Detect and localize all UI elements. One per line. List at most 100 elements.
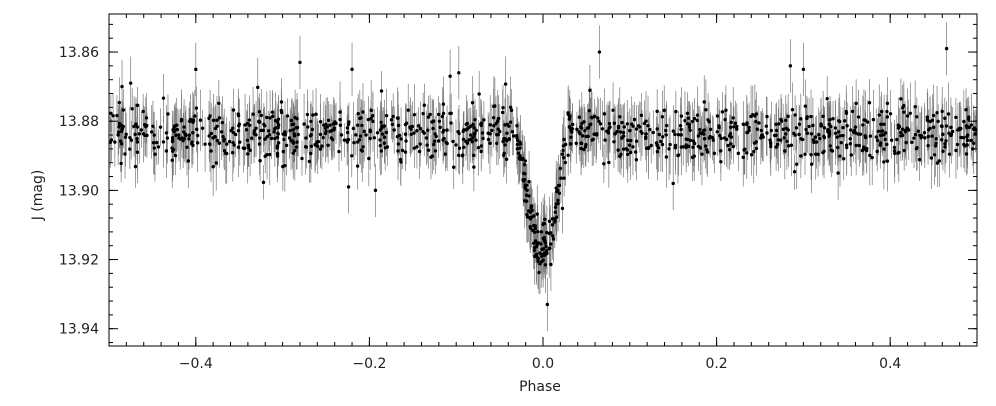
data-point xyxy=(856,115,861,119)
data-point xyxy=(783,149,787,153)
data-point xyxy=(430,154,435,158)
data-point xyxy=(549,242,553,246)
data-point xyxy=(789,143,794,147)
data-point xyxy=(426,115,431,119)
data-point xyxy=(123,135,128,139)
data-point xyxy=(678,124,683,128)
data-point xyxy=(347,120,351,124)
data-point xyxy=(391,114,395,119)
data-point xyxy=(224,151,228,156)
data-point xyxy=(728,125,733,129)
data-point xyxy=(426,128,430,132)
data-point xyxy=(424,136,429,140)
data-point xyxy=(361,110,365,114)
data-point xyxy=(768,141,773,145)
data-point xyxy=(836,145,840,150)
data-point xyxy=(346,185,351,189)
data-point xyxy=(396,123,401,128)
data-point xyxy=(955,142,960,147)
data-point xyxy=(892,145,897,150)
data-point xyxy=(769,144,773,149)
data-point xyxy=(109,111,113,115)
data-point xyxy=(801,67,806,72)
data-point xyxy=(943,116,947,120)
data-point xyxy=(111,114,115,118)
data-point xyxy=(128,147,132,151)
data-point xyxy=(275,151,280,156)
data-point xyxy=(966,117,971,121)
data-point xyxy=(896,126,901,130)
data-point xyxy=(250,136,254,140)
data-point xyxy=(426,148,431,152)
data-point xyxy=(495,133,499,137)
data-point xyxy=(692,116,697,121)
data-point xyxy=(194,67,198,72)
data-point xyxy=(306,125,310,129)
data-point xyxy=(384,113,389,118)
data-point xyxy=(418,126,423,131)
data-point xyxy=(944,46,949,51)
data-point xyxy=(947,152,952,156)
data-point xyxy=(372,136,377,140)
error-bars xyxy=(109,21,977,332)
data-point xyxy=(620,136,624,140)
data-point xyxy=(247,118,251,122)
data-point xyxy=(793,113,797,117)
data-point xyxy=(940,109,944,114)
data-point xyxy=(825,96,829,101)
data-point xyxy=(116,133,120,137)
data-point xyxy=(505,131,509,135)
data-point xyxy=(554,186,558,190)
data-point xyxy=(931,125,936,129)
data-point xyxy=(481,136,485,141)
data-point xyxy=(494,121,498,126)
data-point xyxy=(257,142,262,146)
data-point xyxy=(893,151,897,156)
data-point xyxy=(735,124,739,129)
data-point xyxy=(885,142,889,147)
data-point xyxy=(962,142,966,147)
x-tick-label: −0.4 xyxy=(179,356,213,372)
data-point xyxy=(590,138,594,142)
data-point xyxy=(516,151,521,155)
data-point xyxy=(904,140,908,145)
data-point xyxy=(121,108,126,112)
data-point xyxy=(786,128,790,132)
data-point xyxy=(882,122,886,126)
data-point xyxy=(634,127,639,131)
data-point xyxy=(215,118,219,122)
data-point xyxy=(166,112,170,116)
data-point xyxy=(332,126,336,130)
data-point xyxy=(543,217,547,222)
data-point xyxy=(464,139,468,144)
data-point xyxy=(747,125,751,130)
data-point xyxy=(406,108,410,112)
data-point xyxy=(245,138,250,142)
data-point xyxy=(939,138,944,142)
data-point xyxy=(412,112,417,117)
data-point xyxy=(525,212,529,217)
data-point xyxy=(503,143,507,147)
data-point xyxy=(858,132,863,136)
data-point xyxy=(503,82,508,86)
data-point xyxy=(220,120,225,125)
data-point xyxy=(868,153,872,158)
data-point xyxy=(378,143,383,148)
data-point xyxy=(842,157,846,161)
data-point xyxy=(399,137,403,141)
data-point xyxy=(495,119,500,123)
data-point xyxy=(403,150,408,154)
data-point xyxy=(174,123,179,127)
data-point xyxy=(321,135,325,140)
data-point xyxy=(448,74,452,78)
data-point xyxy=(803,104,808,108)
data-point xyxy=(433,149,438,153)
data-point xyxy=(454,143,458,147)
data-point xyxy=(275,146,279,150)
data-point xyxy=(835,135,839,139)
data-point xyxy=(967,125,972,130)
data-point xyxy=(431,126,435,131)
data-point xyxy=(912,136,916,140)
data-point xyxy=(360,123,364,128)
